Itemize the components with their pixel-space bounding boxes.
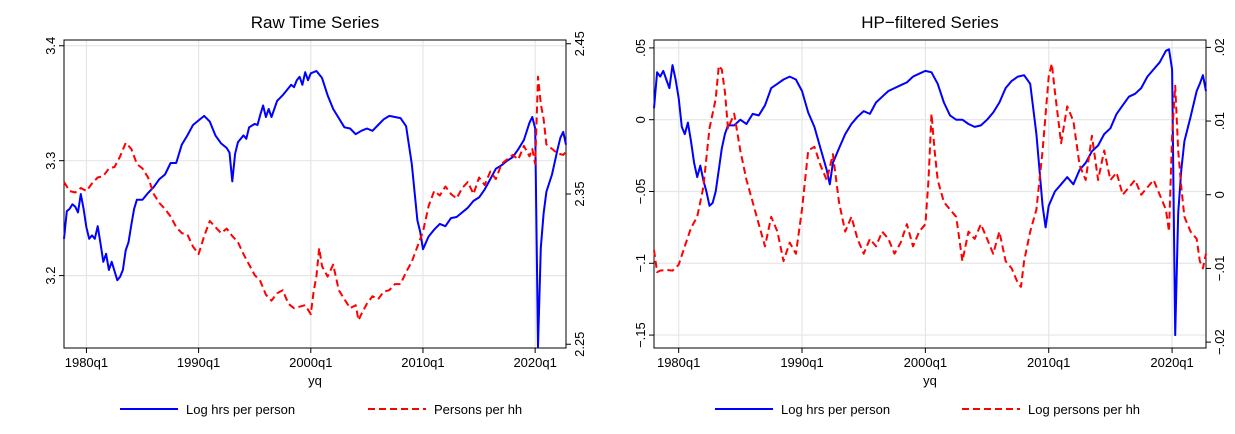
y-left-tick-label: .05 — [633, 39, 648, 57]
x-tick-label: 1990q1 — [177, 355, 220, 370]
y-left-tick-label: 3.3 — [43, 152, 58, 170]
x-tick-label: 1990q1 — [780, 355, 823, 370]
series-line-secondary — [63, 75, 567, 322]
y-right-tick-label: 2.35 — [572, 181, 587, 206]
x-tick-label: 1980q1 — [65, 355, 108, 370]
legend-label: Persons per hh — [434, 402, 522, 417]
series-line-secondary — [653, 62, 1207, 288]
series-line-primary — [653, 48, 1207, 337]
y-right-tick-label: −.01 — [1212, 256, 1227, 282]
y-right-tick-label: 0 — [1212, 191, 1227, 198]
y-right-tick-label: .02 — [1212, 38, 1227, 56]
x-tick-label: 2000q1 — [289, 355, 332, 370]
legend-label: Log hrs per person — [186, 402, 295, 417]
legend-label: Log persons per hh — [1028, 402, 1140, 417]
y-right-tick-label: −.02 — [1212, 329, 1227, 355]
x-axis-label: yq — [308, 373, 322, 388]
y-right-tick-label: 2.25 — [572, 332, 587, 357]
x-tick-label: 2010q1 — [401, 355, 444, 370]
plot-frame — [653, 39, 1207, 349]
y-left-tick-label: −.05 — [633, 179, 648, 205]
y-right-tick-label: .01 — [1212, 112, 1227, 130]
x-tick-label: 2010q1 — [1027, 355, 1070, 370]
y-left-tick-label: −.15 — [633, 322, 648, 348]
x-axis-label: yq — [923, 373, 937, 388]
y-left-tick-label: 3.4 — [43, 37, 58, 55]
x-tick-label: 1980q1 — [657, 355, 700, 370]
y-left-tick-label: −.1 — [633, 254, 648, 272]
x-tick-label: 2020q1 — [1150, 355, 1193, 370]
chart-title: Raw Time Series — [251, 13, 379, 32]
legend-label: Log hrs per person — [781, 402, 890, 417]
x-tick-label: 2000q1 — [904, 355, 947, 370]
y-right-tick-label: 2.45 — [572, 31, 587, 56]
y-left-tick-label: 3.2 — [43, 267, 58, 285]
series-line-primary — [63, 70, 567, 348]
y-left-tick-label: 0 — [633, 116, 648, 123]
x-tick-label: 2020q1 — [513, 355, 556, 370]
plot-frame — [63, 39, 567, 349]
chart-title: HP−filtered Series — [861, 13, 998, 32]
